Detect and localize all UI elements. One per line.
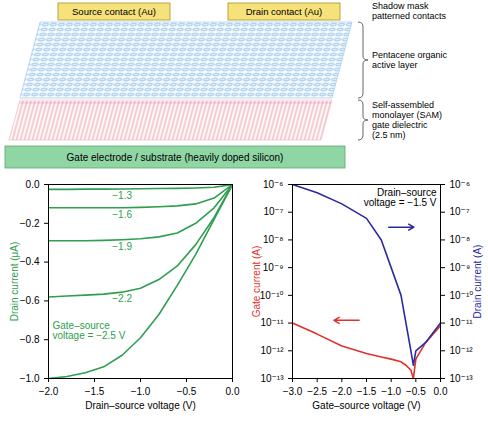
svg-text:−3.0: −3.0 [283, 386, 303, 397]
svg-text:Drain–sourcevoltage = −1.5 V: Drain–sourcevoltage = −1.5 V [364, 187, 437, 208]
svg-text:gate dielectric: gate dielectric [372, 120, 428, 130]
svg-text:−0.6: −0.6 [20, 295, 40, 306]
svg-text:0.0: 0.0 [26, 179, 40, 190]
svg-text:(2.5 nm): (2.5 nm) [372, 130, 406, 140]
svg-text:Self-assembled: Self-assembled [372, 100, 434, 110]
svg-text:Drain current (μA): Drain current (μA) [9, 242, 20, 322]
svg-text:Gate–source voltage (V): Gate–source voltage (V) [312, 400, 420, 411]
svg-text:−1.9: −1.9 [112, 241, 132, 252]
svg-text:−0.2: −0.2 [20, 218, 40, 229]
svg-text:Drain contact (Au): Drain contact (Au) [246, 6, 323, 17]
svg-text:−1.0: −1.0 [131, 386, 151, 397]
svg-text:−2.5: −2.5 [307, 386, 327, 397]
svg-text:active layer: active layer [372, 60, 418, 70]
svg-text:−2.2: −2.2 [112, 293, 132, 304]
svg-text:−1.5: −1.5 [85, 386, 105, 397]
svg-text:−1.3: −1.3 [112, 190, 132, 201]
svg-text:−0.5: −0.5 [177, 386, 197, 397]
svg-text:patterned contacts: patterned contacts [372, 11, 447, 21]
svg-text:−2.0: −2.0 [332, 386, 352, 397]
svg-text:10⁻¹¹: 10⁻¹¹ [260, 317, 284, 328]
svg-text:10⁻¹²: 10⁻¹² [450, 345, 474, 356]
svg-text:Source contact (Au): Source contact (Au) [72, 6, 156, 17]
svg-text:10⁻¹²: 10⁻¹² [260, 345, 284, 356]
svg-text:monolayer (SAM): monolayer (SAM) [372, 110, 442, 120]
svg-text:−1.5: −1.5 [357, 386, 377, 397]
svg-text:10⁻¹³: 10⁻¹³ [450, 373, 474, 384]
svg-text:Drain–source voltage (V): Drain–source voltage (V) [85, 400, 196, 411]
svg-text:10⁻¹³: 10⁻¹³ [260, 373, 284, 384]
svg-text:10⁻⁷: 10⁻⁷ [450, 206, 470, 217]
svg-text:Drain current (A): Drain current (A) [472, 245, 483, 319]
svg-text:10⁻¹⁰: 10⁻¹⁰ [260, 290, 284, 301]
svg-text:10⁻⁸: 10⁻⁸ [450, 234, 471, 245]
svg-text:−1.6: −1.6 [112, 209, 132, 220]
svg-text:−1.0: −1.0 [381, 386, 401, 397]
svg-text:10⁻⁸: 10⁻⁸ [263, 234, 284, 245]
svg-text:10⁻⁹: 10⁻⁹ [263, 262, 284, 273]
svg-text:10⁻⁶: 10⁻⁶ [450, 179, 471, 190]
svg-text:Gate–sourcevoltage = −2.5 V: Gate–sourcevoltage = −2.5 V [53, 320, 126, 341]
svg-text:−2.0: −2.0 [39, 386, 59, 397]
svg-text:−0.4: −0.4 [20, 256, 40, 267]
svg-text:10⁻¹⁰: 10⁻¹⁰ [450, 290, 474, 301]
svg-text:−0.8: −0.8 [20, 334, 40, 345]
svg-text:−0.5: −0.5 [406, 386, 426, 397]
svg-text:10⁻⁷: 10⁻⁷ [263, 206, 283, 217]
svg-text:Pentacene organic: Pentacene organic [372, 50, 448, 60]
svg-text:Shadow mask: Shadow mask [372, 1, 429, 11]
svg-text:10⁻¹¹: 10⁻¹¹ [450, 317, 474, 328]
svg-text:0.0: 0.0 [226, 386, 240, 397]
svg-text:0.0: 0.0 [434, 386, 448, 397]
svg-text:−1.0: −1.0 [20, 373, 40, 384]
svg-text:10⁻⁹: 10⁻⁹ [450, 262, 471, 273]
svg-text:10⁻⁶: 10⁻⁶ [263, 179, 284, 190]
svg-text:Gate current (A): Gate current (A) [251, 246, 262, 318]
svg-text:Gate electrode / substrate (he: Gate electrode / substrate (heavily dope… [67, 152, 284, 163]
